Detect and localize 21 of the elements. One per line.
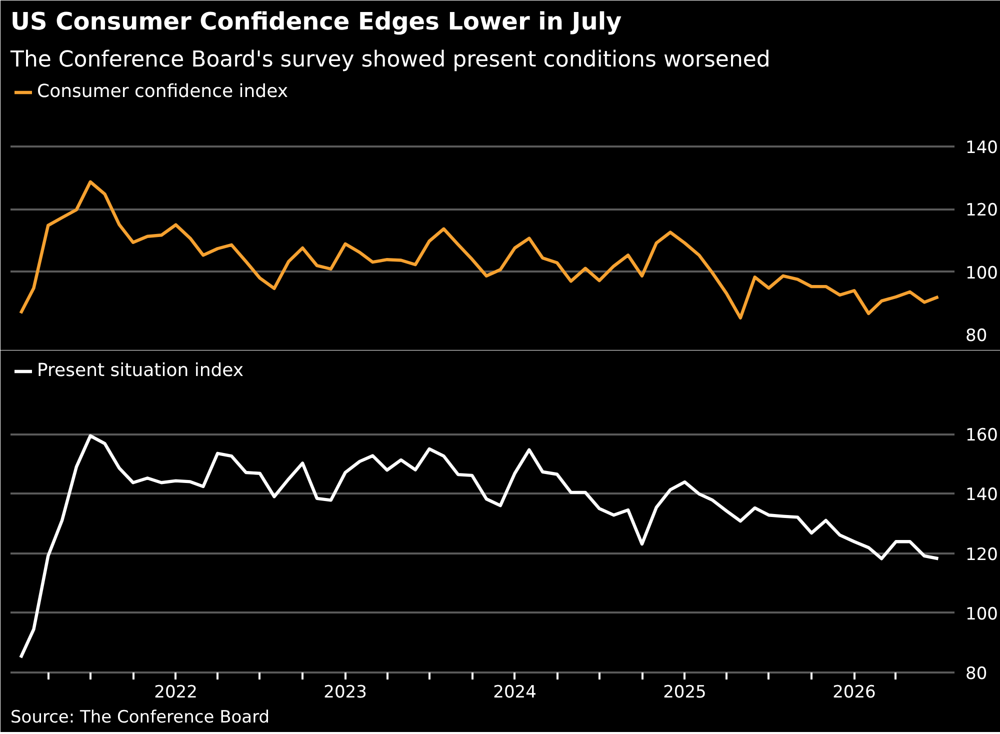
legend-label: Consumer confidence index bbox=[37, 81, 288, 102]
x-tick-label: 2026 bbox=[832, 682, 876, 702]
legend-label: Present situation index bbox=[37, 360, 244, 381]
x-tick-label: 2023 bbox=[324, 682, 367, 702]
y-tick-label: 140 bbox=[966, 138, 998, 158]
chart-title: US Consumer Confidence Edges Lower in July bbox=[10, 8, 622, 36]
line-series bbox=[19, 434, 940, 660]
line-series bbox=[19, 180, 940, 320]
source-note: Source: The Conference Board bbox=[10, 708, 270, 728]
y-tick-label: 120 bbox=[966, 544, 998, 565]
y-tick-label: 120 bbox=[966, 200, 998, 221]
x-tick-label: 2024 bbox=[493, 682, 536, 702]
x-tick-label: 2022 bbox=[154, 682, 198, 702]
x-tick-label: 2025 bbox=[663, 682, 706, 702]
y-tick-label: 140 bbox=[966, 485, 998, 506]
y-tick-label: 80 bbox=[966, 664, 988, 684]
y-tick-label: 100 bbox=[966, 263, 998, 284]
y-tick-label: 160 bbox=[966, 426, 998, 446]
chart-subtitle: The Conference Board's survey showed present conditions worsened bbox=[10, 48, 770, 72]
y-tick-label: 80 bbox=[966, 326, 988, 346]
y-tick-label: 100 bbox=[966, 604, 998, 624]
